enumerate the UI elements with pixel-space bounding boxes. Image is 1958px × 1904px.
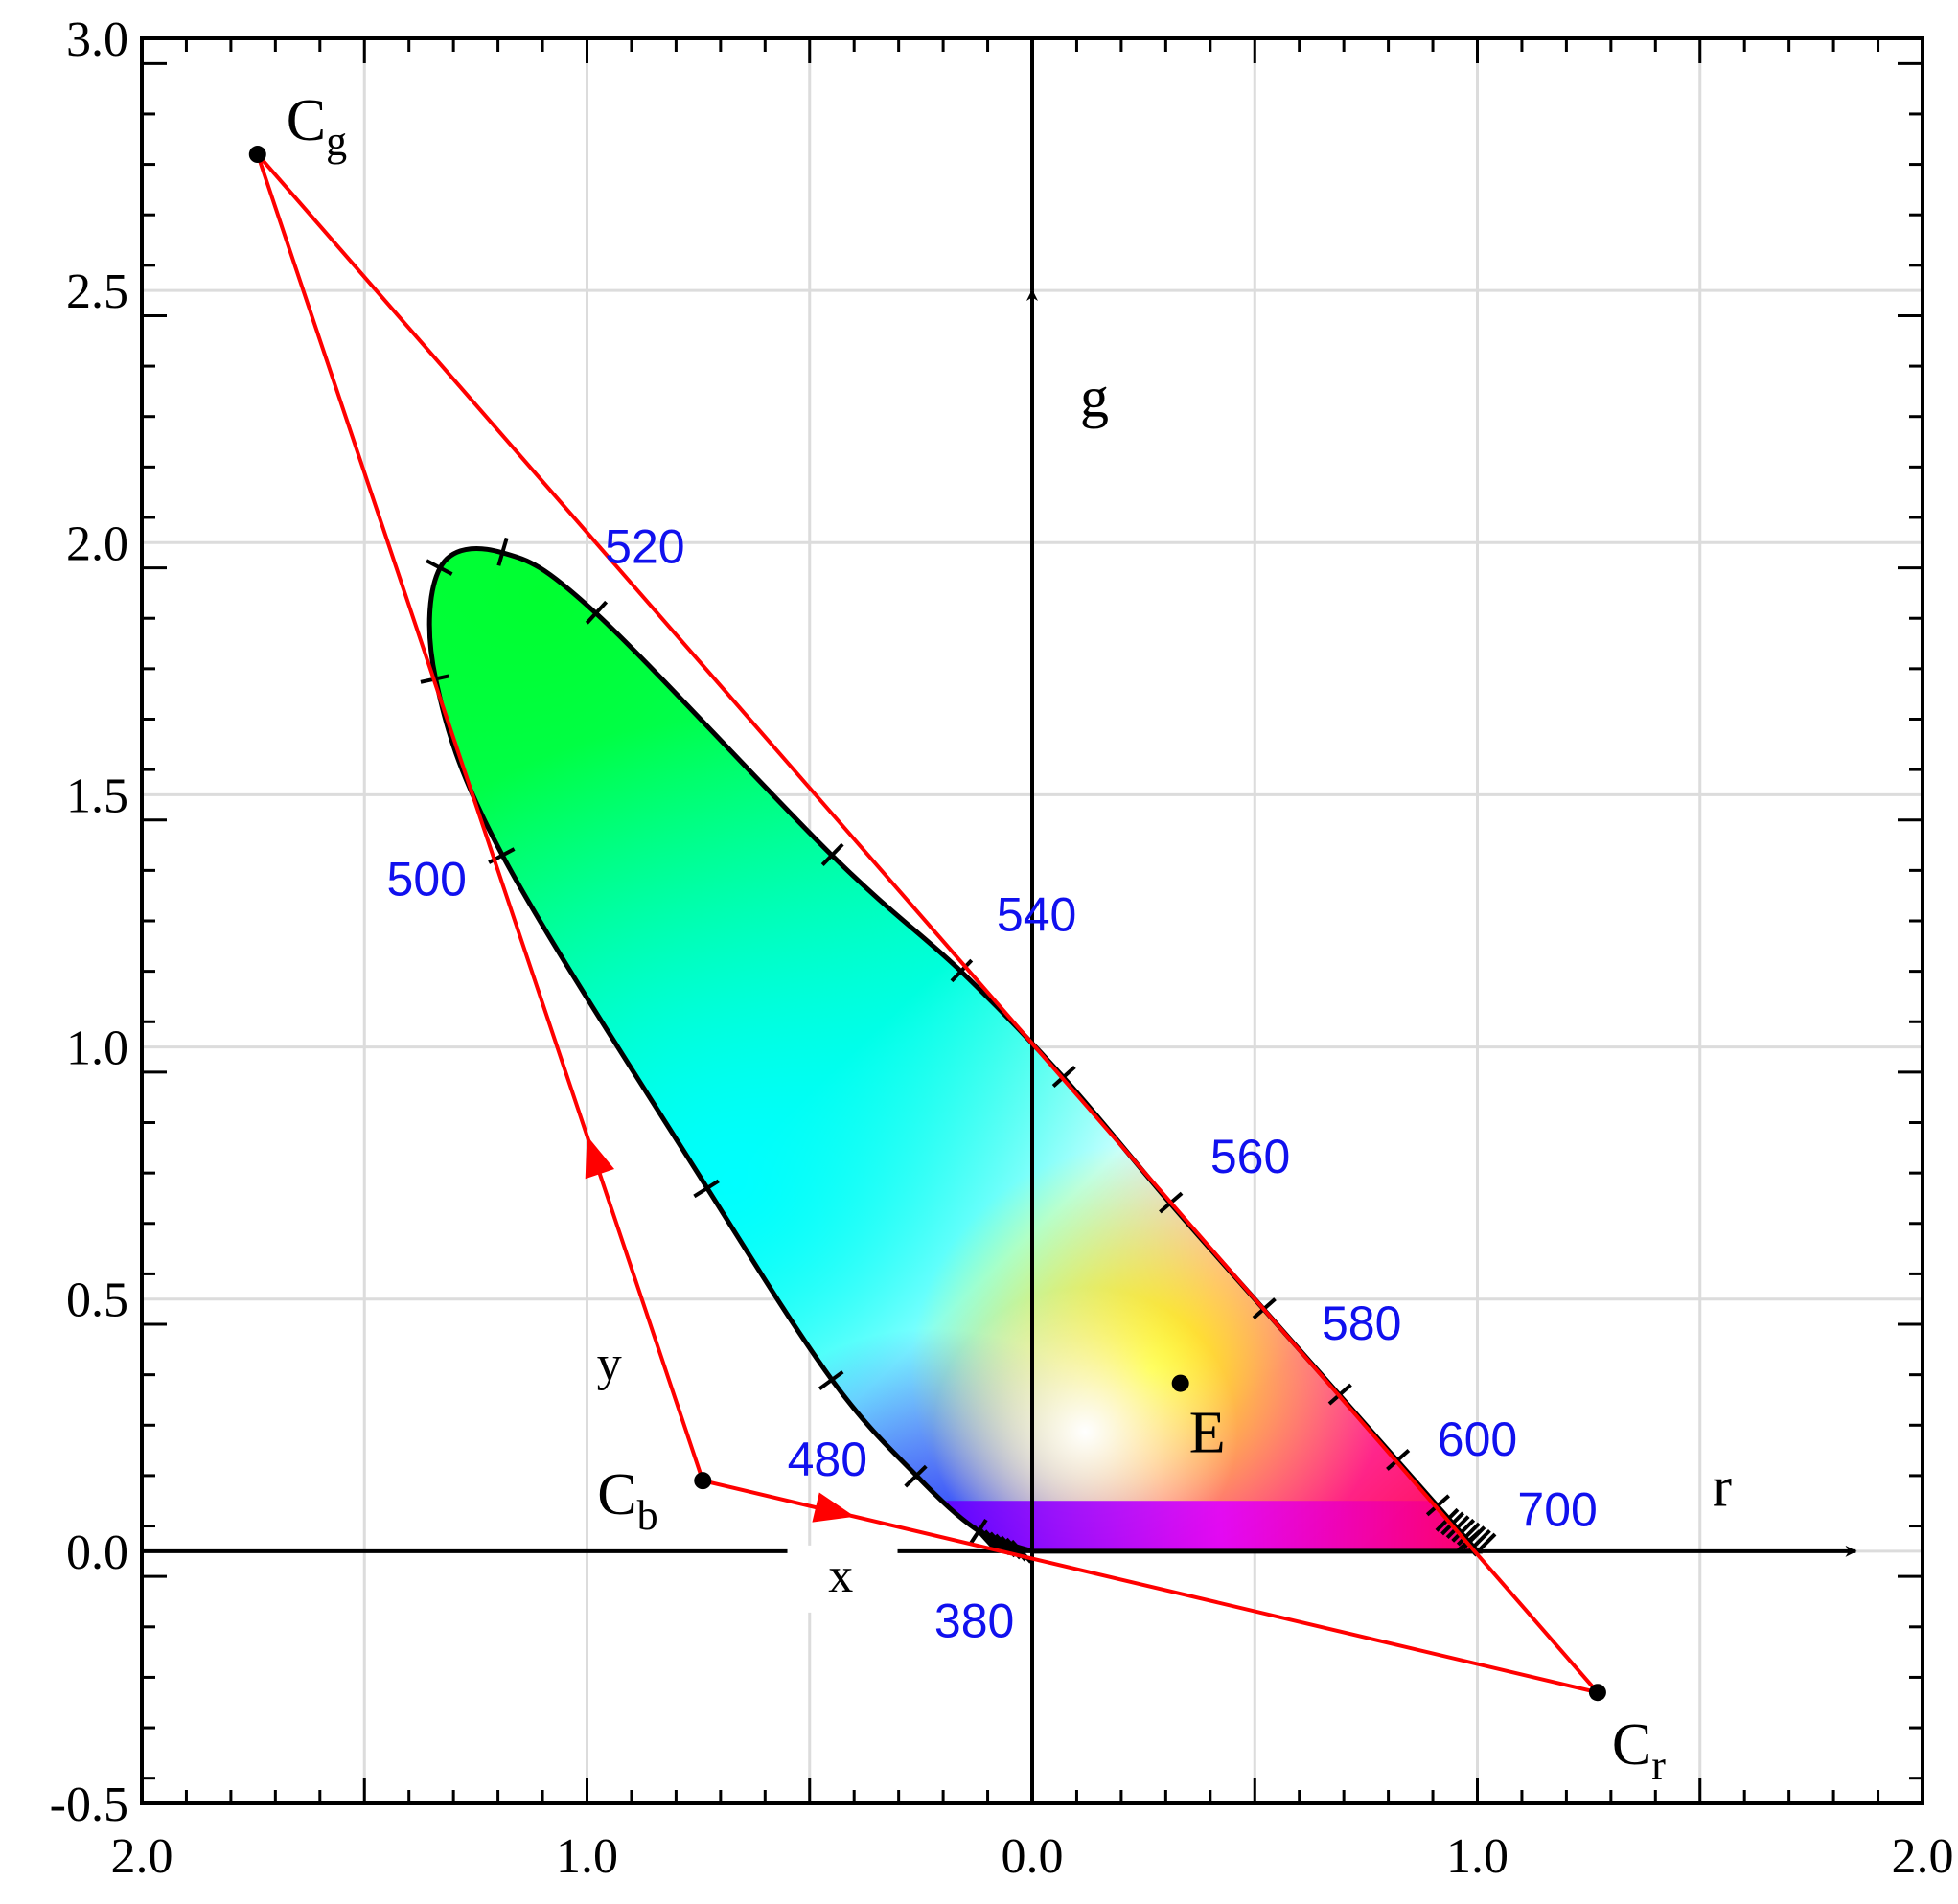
y-tick-label: 1.0: [66, 1021, 128, 1076]
primary-label-g: Cg: [287, 88, 347, 165]
y-tick-label: 2.5: [66, 264, 128, 319]
y-tick-label: 0.0: [66, 1525, 128, 1580]
wavelength-tick: [983, 1529, 1006, 1554]
gamut-white-region: [429, 548, 1478, 1551]
wavelength-tick: [904, 1464, 928, 1488]
wavelength-tick: [1051, 1065, 1076, 1089]
r-axis-name: r: [1713, 1455, 1732, 1518]
y-tick-label: -0.5: [50, 1778, 128, 1832]
wavelength-tick: [1425, 1494, 1451, 1517]
wavelength-tick: [496, 537, 509, 566]
wavelength-label-520: 520: [605, 519, 684, 573]
x-vector-arrow: [812, 1492, 855, 1523]
y-tick-label: 3.0: [66, 12, 128, 67]
x-tick-label: 1.0: [1446, 1829, 1509, 1884]
primary-point-b: [694, 1472, 712, 1490]
chart-labels: 2.0 1.0 0.0 1.0 2.0-0.50.00.51.01.52.02.53.0…: [50, 12, 1954, 1884]
wavelength-label-600: 600: [1438, 1412, 1517, 1466]
wavelength-label-560: 560: [1210, 1130, 1290, 1183]
rg-axes: [142, 38, 1857, 1803]
plot-frame: [140, 36, 1924, 1805]
y-vector-arrow: [585, 1136, 615, 1180]
primary-label-b: Cb: [597, 1462, 657, 1539]
wavelength-label-580: 580: [1322, 1296, 1401, 1350]
wavelength-tick: [818, 1370, 844, 1390]
x-tick-label: 0.0: [1002, 1829, 1064, 1884]
white-point-label: E: [1189, 1401, 1226, 1466]
wavelength-tick: [1386, 1449, 1411, 1471]
wavelength-tick: [950, 958, 974, 983]
x-tick-label: 1.0: [556, 1829, 618, 1884]
y-vector-label: y: [597, 1337, 622, 1391]
g-axis-name: g: [1080, 366, 1109, 429]
y-tick-label: 2.0: [66, 516, 128, 571]
wavelength-tick: [1456, 1522, 1481, 1547]
wavelength-tick: [820, 842, 844, 866]
wavelength-label-540: 540: [997, 888, 1076, 942]
wavelength-tick: [585, 600, 609, 625]
white-point-marker: [1171, 1374, 1189, 1392]
wavelength-tick: [973, 1525, 996, 1549]
wavelength-tick: [978, 1527, 1001, 1551]
wavelength-label-500: 500: [387, 853, 467, 906]
wavelength-label-700: 700: [1517, 1483, 1597, 1537]
spectral-locus-region: [426, 546, 1484, 1554]
y-tick-label: 0.5: [66, 1273, 128, 1328]
primary-label-r: Cr: [1612, 1712, 1666, 1789]
wavelength-tick: [426, 559, 453, 576]
wavelength-label-480: 480: [788, 1433, 867, 1486]
x-tick-label: 2.0: [111, 1829, 173, 1884]
x-vector-label: x: [828, 1548, 853, 1603]
wavelength-tick: [1451, 1518, 1476, 1543]
wavelength-tick: [1445, 1515, 1470, 1540]
wavelength-label-380: 380: [934, 1594, 1014, 1647]
y-tick-label: 1.5: [66, 768, 128, 823]
primary-point-r: [1588, 1684, 1606, 1702]
x-tick-label: 2.0: [1892, 1829, 1954, 1884]
primary-point-g: [248, 146, 266, 164]
wavelength-tick: [693, 1179, 720, 1199]
primary-triangle: [248, 146, 1606, 1702]
x-label-background: [787, 1545, 898, 1613]
gamut-colors: [429, 548, 1478, 1551]
